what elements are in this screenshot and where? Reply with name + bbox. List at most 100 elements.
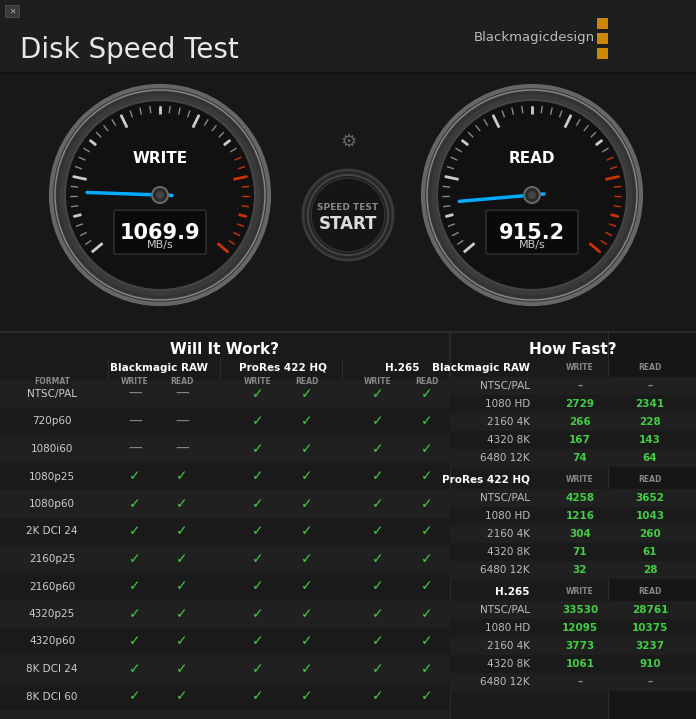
FancyBboxPatch shape bbox=[0, 655, 450, 683]
Text: 74: 74 bbox=[573, 453, 587, 463]
Text: —: — bbox=[128, 442, 142, 456]
Text: 720p60: 720p60 bbox=[32, 416, 72, 426]
Text: ✓: ✓ bbox=[301, 717, 313, 719]
Text: 915.2: 915.2 bbox=[499, 223, 565, 243]
FancyBboxPatch shape bbox=[0, 490, 450, 518]
Text: ✓: ✓ bbox=[252, 414, 264, 429]
Text: ✓: ✓ bbox=[421, 607, 433, 621]
Text: 1080 HD: 1080 HD bbox=[484, 511, 530, 521]
Text: How Fast?: How Fast? bbox=[529, 342, 617, 357]
Text: 3237: 3237 bbox=[635, 641, 665, 651]
Text: ✓: ✓ bbox=[176, 580, 188, 593]
Circle shape bbox=[524, 187, 540, 203]
Text: 2160 4K: 2160 4K bbox=[487, 529, 530, 539]
Text: ✓: ✓ bbox=[372, 607, 383, 621]
Text: ProRes 422 HQ: ProRes 422 HQ bbox=[442, 475, 530, 485]
Circle shape bbox=[437, 100, 627, 290]
Text: 2729: 2729 bbox=[565, 399, 594, 409]
Text: READ: READ bbox=[416, 377, 438, 387]
Text: ✓: ✓ bbox=[421, 442, 433, 456]
FancyBboxPatch shape bbox=[450, 655, 696, 673]
Text: –: – bbox=[578, 677, 583, 687]
Text: ✓: ✓ bbox=[252, 442, 264, 456]
Text: ✓: ✓ bbox=[252, 524, 264, 539]
Text: ✓: ✓ bbox=[176, 634, 188, 649]
Text: ✓: ✓ bbox=[301, 580, 313, 593]
Text: ✓: ✓ bbox=[301, 442, 313, 456]
Text: 143: 143 bbox=[639, 435, 661, 445]
Text: 12095: 12095 bbox=[562, 623, 598, 633]
Text: 2341: 2341 bbox=[635, 399, 665, 409]
Text: —: — bbox=[175, 414, 189, 429]
Text: MB/s: MB/s bbox=[147, 240, 173, 250]
Text: ✓: ✓ bbox=[129, 580, 141, 593]
Text: 10375: 10375 bbox=[632, 623, 668, 633]
Text: 2160p60: 2160p60 bbox=[29, 582, 75, 592]
Text: 64: 64 bbox=[642, 453, 657, 463]
Text: 4320p25: 4320p25 bbox=[29, 609, 75, 619]
Text: ✓: ✓ bbox=[301, 662, 313, 676]
Text: ✓: ✓ bbox=[301, 634, 313, 649]
Text: ✓: ✓ bbox=[129, 607, 141, 621]
Text: 2K DCI 24: 2K DCI 24 bbox=[26, 526, 78, 536]
FancyBboxPatch shape bbox=[0, 710, 450, 719]
Text: Will It Work?: Will It Work? bbox=[171, 342, 280, 357]
Text: ✓: ✓ bbox=[372, 524, 383, 539]
Text: ✓: ✓ bbox=[252, 552, 264, 566]
FancyBboxPatch shape bbox=[597, 33, 608, 44]
Text: 3652: 3652 bbox=[635, 493, 665, 503]
FancyBboxPatch shape bbox=[0, 0, 696, 72]
Text: 2160 4K: 2160 4K bbox=[487, 417, 530, 427]
Text: 1080p25: 1080p25 bbox=[29, 472, 75, 482]
Text: ✓: ✓ bbox=[372, 662, 383, 676]
FancyBboxPatch shape bbox=[0, 72, 696, 332]
Text: FORMAT: FORMAT bbox=[34, 377, 70, 387]
Text: ✓: ✓ bbox=[129, 662, 141, 676]
Text: 1080p60: 1080p60 bbox=[29, 499, 75, 509]
Text: ✓: ✓ bbox=[421, 580, 433, 593]
Text: Blackmagicdesign: Blackmagicdesign bbox=[474, 32, 595, 45]
Text: WRITE: WRITE bbox=[121, 377, 149, 387]
Text: WRITE: WRITE bbox=[566, 364, 594, 372]
Text: ✓: ✓ bbox=[176, 470, 188, 483]
Text: ✓: ✓ bbox=[252, 470, 264, 483]
Text: ⚙: ⚙ bbox=[340, 133, 356, 151]
FancyBboxPatch shape bbox=[0, 435, 450, 463]
Text: ✓: ✓ bbox=[129, 552, 141, 566]
Text: ✓: ✓ bbox=[129, 690, 141, 703]
Text: ✓: ✓ bbox=[421, 690, 433, 703]
Text: ✓: ✓ bbox=[252, 387, 264, 401]
Text: 1080 HD: 1080 HD bbox=[484, 399, 530, 409]
Text: 6480 12K: 6480 12K bbox=[480, 677, 530, 687]
Text: ✓: ✓ bbox=[301, 552, 313, 566]
FancyBboxPatch shape bbox=[608, 332, 696, 719]
Text: ✓: ✓ bbox=[301, 470, 313, 483]
FancyBboxPatch shape bbox=[0, 573, 450, 600]
Text: ✓: ✓ bbox=[372, 634, 383, 649]
FancyBboxPatch shape bbox=[450, 561, 696, 579]
FancyBboxPatch shape bbox=[450, 525, 696, 543]
FancyBboxPatch shape bbox=[597, 18, 608, 29]
Text: ✓: ✓ bbox=[129, 717, 141, 719]
Text: WRITE: WRITE bbox=[566, 587, 594, 597]
FancyBboxPatch shape bbox=[450, 449, 696, 467]
Text: Disk Speed Test: Disk Speed Test bbox=[20, 36, 239, 64]
Text: ✓: ✓ bbox=[176, 497, 188, 511]
FancyBboxPatch shape bbox=[450, 673, 696, 691]
Text: 2160p25: 2160p25 bbox=[29, 554, 75, 564]
Text: H.265: H.265 bbox=[496, 587, 530, 597]
Text: 4258: 4258 bbox=[565, 493, 594, 503]
Text: ✓: ✓ bbox=[252, 690, 264, 703]
Circle shape bbox=[308, 175, 388, 255]
Text: ✓: ✓ bbox=[372, 580, 383, 593]
Text: ✓: ✓ bbox=[176, 662, 188, 676]
Text: —: — bbox=[128, 414, 142, 429]
FancyBboxPatch shape bbox=[0, 408, 450, 435]
Text: —: — bbox=[128, 387, 142, 401]
Text: 71: 71 bbox=[573, 547, 587, 557]
Text: 3773: 3773 bbox=[565, 641, 594, 651]
Text: READ: READ bbox=[638, 587, 662, 597]
Text: ✓: ✓ bbox=[252, 717, 264, 719]
Text: 32: 32 bbox=[573, 565, 587, 575]
Text: 1069.9: 1069.9 bbox=[120, 223, 200, 243]
